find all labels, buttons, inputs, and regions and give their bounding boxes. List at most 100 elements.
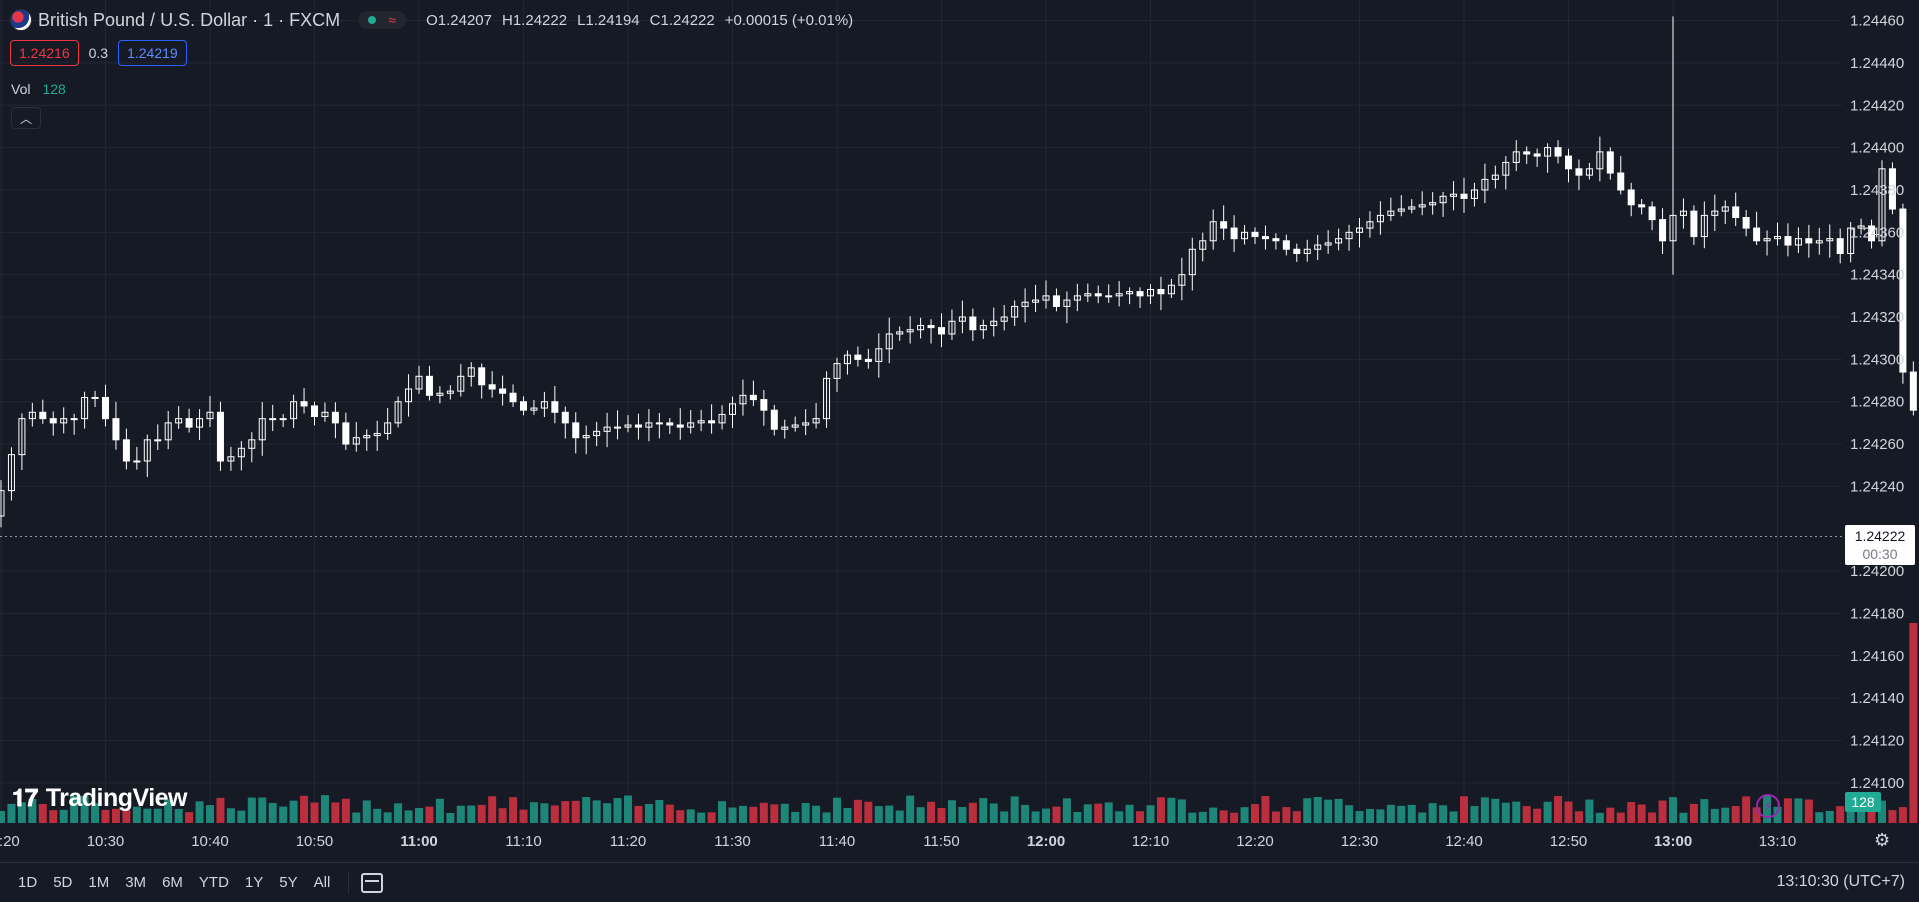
- volume-bar: [1710, 808, 1719, 823]
- quote-bar: 1.24216 0.3 1.24219: [10, 40, 187, 66]
- volume-bar: [404, 810, 413, 823]
- time-tick-label: 10:40: [191, 833, 229, 850]
- volume-bar: [1825, 810, 1834, 823]
- candle-body: [499, 388, 507, 394]
- volume-bar: [1742, 796, 1751, 823]
- candle-body: [1638, 204, 1646, 208]
- volume-bar: [1251, 804, 1259, 823]
- tradingview-logo[interactable]: 𝟏𝟕 TradingView: [12, 784, 188, 813]
- volume-bar: [1230, 812, 1239, 823]
- volume-bar: [1386, 804, 1395, 823]
- range-1d-button[interactable]: 1D: [18, 874, 38, 891]
- candle-body: [237, 447, 245, 458]
- candle-body: [425, 375, 433, 396]
- lightning-icon[interactable]: ⚡: [1756, 794, 1780, 818]
- volume-bar: [1512, 801, 1521, 823]
- volume-bar: [1689, 803, 1698, 823]
- volume-bar: [1616, 812, 1625, 823]
- candle-body: [1481, 178, 1489, 191]
- symbol-title[interactable]: British Pound / U.S. Dollar · 1 · FXCM: [38, 9, 341, 30]
- time-tick-label: 12:40: [1445, 833, 1483, 850]
- candle-body: [603, 426, 611, 432]
- chevron-up-icon: ︿: [19, 111, 32, 126]
- price-axis[interactable]: 1.24460 1.24440 1.24420 1.24400 1.24380 1.243…: [1850, 13, 1904, 792]
- tradingview-logo-icon: 𝟏𝟕: [12, 784, 38, 812]
- range-6m-button[interactable]: 6M: [162, 874, 183, 891]
- volume-bar: [247, 797, 256, 823]
- candle-body: [948, 320, 956, 335]
- range-1y-button[interactable]: 1Y: [244, 874, 264, 891]
- volume-bar: [226, 808, 235, 823]
- volume-bars: [0, 623, 1918, 823]
- volume-bar: [1136, 811, 1145, 823]
- volume-bar: [1867, 804, 1876, 823]
- candle-body: [1230, 227, 1238, 240]
- candle-body: [28, 411, 36, 420]
- collapse-legend-button[interactable]: ︿: [11, 107, 41, 129]
- volume-bar: [258, 797, 267, 823]
- candle-body: [1105, 295, 1113, 298]
- volume-bar: [1522, 806, 1531, 823]
- candle-body: [1575, 168, 1583, 176]
- volume-bar: [279, 806, 288, 823]
- volume-bar: [1857, 810, 1866, 823]
- candle-body: [561, 411, 569, 424]
- price-tick-label: 1.24320: [1850, 309, 1904, 326]
- volume-bar: [801, 803, 810, 823]
- range-all-button[interactable]: All: [313, 874, 331, 891]
- buy-button[interactable]: 1.24219: [118, 40, 187, 66]
- volume-bar: [561, 801, 570, 823]
- candle-body: [331, 411, 339, 424]
- volume-bar: [289, 800, 298, 823]
- volume-bar: [1156, 797, 1165, 823]
- volume-bar: [1783, 798, 1792, 823]
- volume-bar: [373, 808, 382, 823]
- range-5y-button[interactable]: 5Y: [279, 874, 298, 891]
- volume-bar: [1167, 797, 1176, 823]
- candle-body: [1815, 240, 1823, 244]
- calendar-icon[interactable]: [361, 872, 384, 893]
- volume-bar: [655, 800, 664, 823]
- volume-bar: [613, 798, 622, 823]
- last-price-label: 1.24222 00:30: [1845, 525, 1915, 565]
- volume-bar: [1125, 804, 1134, 823]
- symbol-legend: British Pound / U.S. Dollar · 1 · FXCM ≈…: [10, 8, 853, 32]
- clock-timezone[interactable]: 13:10:30 (UTC+7): [1776, 873, 1905, 890]
- candle-body: [896, 331, 904, 335]
- candle-body: [1366, 221, 1374, 229]
- volume-bar: [1052, 806, 1061, 823]
- candle-body: [1000, 316, 1008, 322]
- price-chart[interactable]: 1.24460 1.24440 1.24420 1.24400 1.24380 1.243…: [0, 0, 1919, 862]
- candle-body: [143, 439, 151, 462]
- volume-bar: [498, 808, 507, 823]
- settings-gear-icon[interactable]: ⚙: [1874, 830, 1891, 850]
- time-tick-label: 10:30: [87, 833, 125, 850]
- candle-body: [1136, 291, 1144, 297]
- candle-body: [927, 324, 935, 329]
- volume-bar: [989, 803, 998, 823]
- volume-bar: [1115, 811, 1124, 823]
- candle-body: [1888, 168, 1896, 210]
- volume-bar: [237, 810, 246, 823]
- time-tick-label: 11:20: [610, 833, 646, 850]
- range-3m-button[interactable]: 3M: [125, 874, 147, 891]
- time-axis[interactable]: 10:20 10:30 10:40 10:50 11:00 11:10 11:20 11:30…: [0, 833, 1796, 850]
- candle-body: [1753, 227, 1761, 242]
- market-status-pill[interactable]: ≈: [358, 11, 407, 29]
- range-1m-button[interactable]: 1M: [88, 874, 110, 891]
- range-ytd-button[interactable]: YTD: [198, 874, 229, 891]
- price-tick-label: 1.24140: [1850, 690, 1904, 707]
- volume-bar: [1271, 811, 1280, 823]
- volume-bar: [644, 803, 653, 823]
- candle-body: [1167, 284, 1175, 295]
- volume-bar: [968, 802, 977, 823]
- sell-button[interactable]: 1.24216: [10, 40, 79, 66]
- candle-body: [1241, 231, 1249, 240]
- candle-body: [1303, 248, 1311, 254]
- volume-bar: [707, 812, 716, 823]
- volume-bar: [331, 802, 340, 823]
- volume-bar: [1846, 808, 1855, 823]
- volume-legend[interactable]: Vol 128: [11, 81, 66, 97]
- range-5d-button[interactable]: 5D: [53, 874, 73, 891]
- volume-bar: [446, 812, 455, 823]
